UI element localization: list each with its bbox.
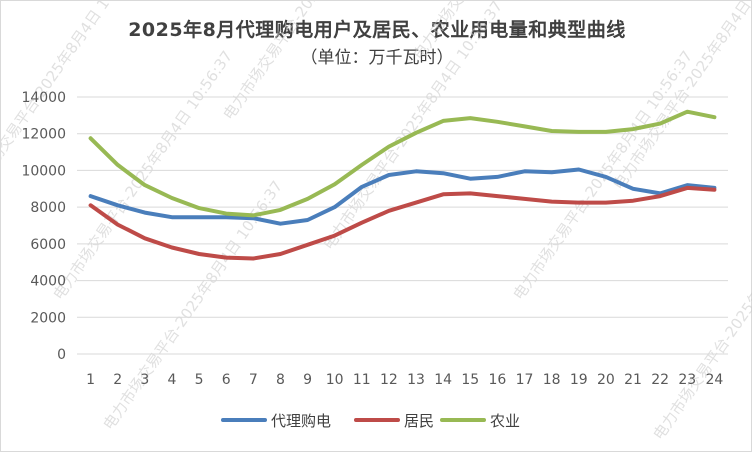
y-tick-label: 8000 — [30, 200, 66, 216]
y-tick-label: 14000 — [21, 90, 66, 106]
x-tick-label: 1 — [86, 372, 95, 388]
x-tick-label: 19 — [570, 372, 588, 388]
x-tick-label: 24 — [706, 372, 724, 388]
x-tick-label: 20 — [597, 372, 615, 388]
legend-label: 农业 — [490, 412, 520, 430]
x-tick-label: 3 — [140, 372, 149, 388]
x-tick-label: 8 — [276, 372, 285, 388]
x-tick-label: 16 — [489, 372, 507, 388]
series-line — [88, 185, 717, 261]
series-line — [88, 167, 717, 226]
y-tick-label: 2000 — [30, 310, 66, 326]
watermark-text: 电力市场交易平台-2025年8月4日 10:56:37 — [320, 1, 507, 253]
x-tick-label: 22 — [651, 372, 669, 388]
x-tick-label: 12 — [380, 372, 398, 388]
legend-label: 居民 — [404, 412, 434, 430]
x-tick-label: 23 — [678, 372, 696, 388]
x-tick-label: 7 — [249, 372, 258, 388]
x-tick-label: 14 — [434, 372, 452, 388]
y-tick-label: 6000 — [30, 237, 66, 253]
x-tick-label: 10 — [326, 372, 344, 388]
y-tick-label: 12000 — [21, 127, 66, 143]
x-tick-label: 21 — [624, 372, 642, 388]
x-tick-label: 11 — [353, 372, 371, 388]
x-tick-label: 17 — [516, 372, 534, 388]
x-tick-label: 5 — [195, 372, 204, 388]
x-tick-label: 9 — [303, 372, 312, 388]
series-lines — [88, 109, 717, 261]
x-tick-label: 13 — [407, 372, 425, 388]
x-tick-label: 2 — [113, 372, 122, 388]
watermark-text: 电力市场交易平台-2025年8月4日 10:56:37 — [650, 187, 752, 443]
x-axis-ticks: 1 2 3 4 5 6 7 8 9 10 11 12 13 14 15 16 17 18 19 20 21 22 23 24 — [86, 372, 723, 388]
y-axis-ticks: 0 2000 4000 6000 8000 10000 12000 14000 — [21, 90, 66, 363]
watermark-text: 电力市场交易平台-2025年8月4日 10:56:37 — [50, 47, 237, 303]
watermark-text: 电力市场交易平台-2025年8月4日 10:56:37 — [220, 1, 407, 123]
x-tick-label: 4 — [167, 372, 176, 388]
x-tick-label: 18 — [543, 372, 561, 388]
series-line — [88, 109, 717, 218]
x-tick-label: 6 — [222, 372, 231, 388]
y-tick-label: 4000 — [30, 274, 66, 290]
y-tick-label: 10000 — [21, 163, 66, 179]
x-tick-label: 15 — [461, 372, 479, 388]
y-tick-label: 0 — [57, 347, 66, 363]
legend: 代理购电 居民 农业 — [221, 412, 520, 430]
chart-subtitle: （单位：万千瓦时） — [300, 48, 454, 68]
legend-label: 代理购电 — [271, 412, 331, 430]
chart-title: 2025年8月代理购电用户及居民、农业用电量和典型曲线 — [128, 19, 626, 41]
